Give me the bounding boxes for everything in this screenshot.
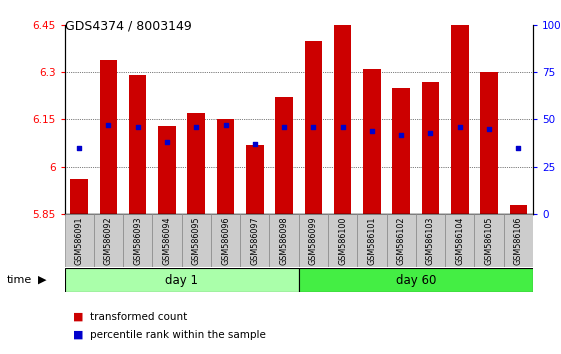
Point	[397, 132, 406, 137]
Text: ▶: ▶	[38, 275, 47, 285]
Text: GSM586105: GSM586105	[485, 217, 494, 266]
Text: GSM586095: GSM586095	[192, 217, 201, 266]
Bar	[158, 126, 176, 214]
Text: GSM586093: GSM586093	[133, 217, 142, 266]
Text: GSM586101: GSM586101	[367, 217, 376, 265]
Bar	[480, 72, 498, 214]
Text: GSM586092: GSM586092	[104, 217, 113, 266]
Bar	[363, 69, 381, 214]
Point	[456, 124, 465, 130]
Text: GSM586099: GSM586099	[309, 217, 318, 266]
Bar	[65, 214, 94, 267]
Bar	[328, 214, 357, 267]
Bar	[65, 268, 298, 292]
Bar	[129, 75, 146, 214]
Bar	[182, 214, 211, 267]
Bar	[422, 82, 439, 214]
Bar	[217, 119, 234, 214]
Bar	[387, 214, 416, 267]
Bar	[100, 59, 117, 214]
Bar	[475, 214, 504, 267]
Point	[221, 122, 230, 128]
Bar	[416, 214, 445, 267]
Bar	[298, 268, 533, 292]
Bar	[240, 214, 269, 267]
Point	[75, 145, 84, 151]
Bar	[451, 25, 468, 214]
Point	[367, 128, 376, 134]
Text: day 1: day 1	[165, 274, 198, 286]
Bar	[334, 22, 351, 214]
Bar	[123, 214, 153, 267]
Text: GSM586102: GSM586102	[397, 217, 406, 266]
Text: GDS4374 / 8003149: GDS4374 / 8003149	[65, 19, 191, 33]
Point	[514, 145, 523, 151]
Point	[133, 124, 142, 130]
Bar	[298, 214, 328, 267]
Point	[485, 126, 494, 132]
Text: ■: ■	[73, 312, 87, 322]
Bar	[94, 214, 123, 267]
Point	[426, 130, 435, 136]
Point	[250, 141, 259, 147]
Text: GSM586097: GSM586097	[250, 217, 259, 266]
Bar	[509, 205, 527, 214]
Bar	[246, 145, 264, 214]
Point	[104, 122, 113, 128]
Text: GSM586106: GSM586106	[514, 217, 523, 265]
Text: ■: ■	[73, 330, 87, 339]
Bar	[153, 214, 182, 267]
Bar	[445, 214, 475, 267]
Text: GSM586096: GSM586096	[221, 217, 230, 266]
Bar	[269, 214, 298, 267]
Point	[338, 124, 347, 130]
Bar	[305, 41, 322, 214]
Text: time: time	[7, 275, 32, 285]
Text: GSM586103: GSM586103	[426, 217, 435, 265]
Text: GSM586104: GSM586104	[456, 217, 465, 265]
Bar	[70, 179, 88, 214]
Point	[309, 124, 318, 130]
Bar	[392, 88, 410, 214]
Bar	[357, 214, 387, 267]
Point	[279, 124, 288, 130]
Bar	[187, 113, 205, 214]
Bar	[504, 214, 533, 267]
Text: GSM586094: GSM586094	[163, 217, 172, 266]
Point	[192, 124, 201, 130]
Text: GSM586098: GSM586098	[279, 217, 288, 266]
Text: GSM586091: GSM586091	[75, 217, 84, 266]
Bar	[211, 214, 240, 267]
Bar	[275, 97, 293, 214]
Text: percentile rank within the sample: percentile rank within the sample	[90, 330, 266, 339]
Text: transformed count: transformed count	[90, 312, 187, 322]
Point	[163, 139, 172, 145]
Text: GSM586100: GSM586100	[338, 217, 347, 265]
Text: day 60: day 60	[396, 274, 436, 286]
